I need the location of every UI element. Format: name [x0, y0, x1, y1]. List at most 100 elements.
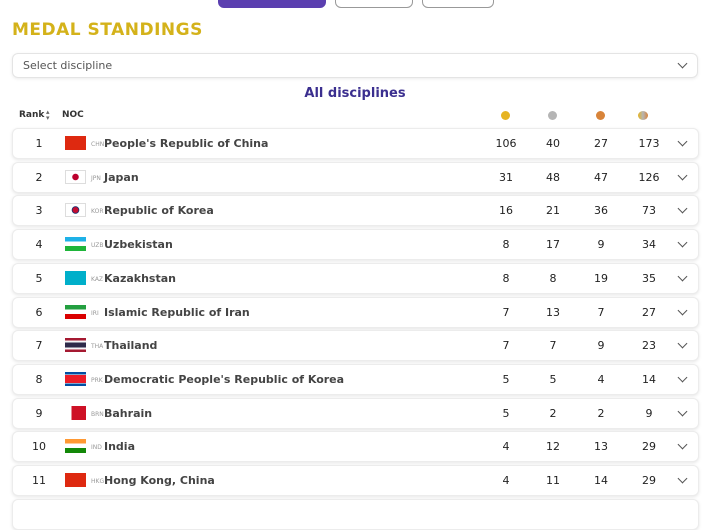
total-count: 73 [642, 204, 656, 218]
gold-count: 5 [502, 406, 510, 420]
silver-count: 8 [549, 271, 557, 285]
expand-chevron[interactable] [677, 203, 688, 214]
silver-icon [548, 111, 557, 120]
bronze-count: 19 [594, 271, 608, 285]
country-name: Bahrain [104, 406, 153, 420]
flag [65, 136, 86, 150]
bronze-count: 9 [597, 238, 605, 252]
expand-chevron[interactable] [677, 271, 688, 282]
noc-code: CHN [91, 141, 105, 148]
tab-button[interactable] [335, 0, 413, 8]
silver-count: 40 [546, 137, 560, 150]
flag [65, 405, 86, 420]
total-count: 23 [642, 339, 656, 353]
country-name: Kazakhstan [104, 271, 176, 285]
silver-count: 17 [546, 238, 560, 252]
table-row[interactable]: 2 JPN Japan 31 48 47 126 [12, 161, 699, 193]
total-count: 9 [645, 406, 653, 420]
rank: 6 [35, 305, 43, 319]
rank: 2 [35, 170, 43, 184]
table-row[interactable]: 7 THA Thailand 7 7 9 23 [12, 330, 699, 362]
table-row[interactable]: 8 PRK Democratic People's Republic of Kore… [12, 363, 699, 395]
table-row[interactable]: 10 IND India 4 12 13 29 [12, 431, 699, 463]
table-row[interactable]: 11 HKG Hong Kong, China 4 11 14 29 [12, 465, 699, 496]
table-row[interactable] [12, 498, 699, 530]
table-row[interactable]: 1 CHN People's Republic of China 106 40 27 173 [12, 128, 699, 159]
country-name: Uzbekistan [104, 238, 173, 252]
rank: 1 [35, 137, 43, 150]
flag [65, 304, 86, 319]
flag [65, 371, 86, 386]
table-row[interactable]: 5 KAZ Kazakhstan 8 8 19 35 [12, 262, 699, 294]
total-count: 27 [642, 305, 656, 319]
expand-chevron[interactable] [677, 237, 688, 248]
gold-count: 4 [502, 440, 510, 454]
country-name: Democratic People's Republic of Korea [104, 372, 345, 386]
noc-code: JPN [91, 174, 101, 182]
title: MEDAL STANDINGS [12, 20, 203, 40]
tab-button[interactable] [218, 0, 326, 8]
country-name: People's Republic of China [104, 137, 269, 150]
silver-count: 5 [549, 372, 557, 386]
expand-chevron[interactable] [677, 473, 688, 484]
sort-icon[interactable]: ▴ ▾ [46, 108, 50, 122]
total-count: 14 [642, 372, 656, 386]
noc-code: UZB [91, 242, 104, 250]
rank: 8 [35, 372, 43, 386]
gold-count: 7 [502, 305, 510, 319]
bronze-count: 36 [594, 204, 608, 218]
country-name: Thailand [104, 339, 158, 353]
bronze-count: 9 [597, 339, 605, 353]
rank: 11 [32, 474, 46, 487]
discipline-dropdown[interactable]: Select discipline [12, 53, 698, 78]
country-name: Japan [104, 170, 139, 184]
flag [65, 203, 86, 218]
bronze-count: 2 [597, 406, 605, 420]
table-row[interactable]: 3 KOR Republic of Korea 16 21 36 73 [12, 195, 699, 227]
bronze-count: 47 [594, 170, 608, 184]
dropdown-placeholder: Select discipline [23, 59, 113, 72]
gold-count: 8 [502, 238, 510, 252]
country-name: Republic of Korea [104, 204, 214, 218]
gold-count: 5 [502, 372, 510, 386]
flag [65, 270, 86, 285]
country-name: Islamic Republic of Iran [104, 305, 250, 319]
bronze-count: 14 [594, 474, 608, 487]
table-row[interactable]: 6 IRI Islamic Republic of Iran 7 13 7 27 [12, 296, 699, 328]
gold-icon [501, 111, 510, 120]
total-count: 126 [638, 170, 660, 184]
rank: 5 [35, 271, 43, 285]
bronze-count: 13 [594, 440, 608, 454]
gold-count: 8 [502, 271, 510, 285]
noc-code: THA [91, 343, 104, 351]
silver-count: 21 [546, 204, 560, 218]
silver-count: 48 [546, 170, 560, 184]
total-count: 29 [642, 440, 656, 454]
table-row[interactable]: 4 UZB Uzbekistan 8 17 9 34 [12, 229, 699, 261]
expand-chevron[interactable] [677, 136, 688, 147]
rank-header[interactable]: Rank [19, 110, 45, 120]
flag [65, 473, 86, 487]
noc-code: KOR [91, 208, 104, 216]
silver-count: 2 [549, 406, 557, 420]
noc-header: NOC [62, 110, 84, 120]
expand-chevron[interactable] [677, 170, 688, 181]
noc-code: IND [91, 444, 102, 452]
noc-code: BRN [91, 410, 104, 418]
expand-chevron[interactable] [677, 372, 688, 383]
country-name: India [104, 440, 135, 454]
expand-chevron[interactable] [677, 338, 688, 349]
expand-chevron[interactable] [677, 406, 688, 417]
expand-chevron[interactable] [677, 305, 688, 315]
tab-button[interactable] [422, 0, 494, 8]
flag [65, 237, 86, 252]
silver-count: 11 [546, 474, 560, 487]
expand-chevron[interactable] [677, 439, 688, 450]
country-name: Hong Kong, China [104, 474, 215, 487]
gold-count: 7 [502, 339, 510, 353]
total-count: 29 [642, 474, 656, 487]
gold-count: 31 [499, 170, 513, 184]
flag [65, 338, 86, 353]
table-row[interactable]: 9 BRN Bahrain 5 2 2 9 [12, 397, 699, 429]
rank: 3 [35, 204, 43, 218]
